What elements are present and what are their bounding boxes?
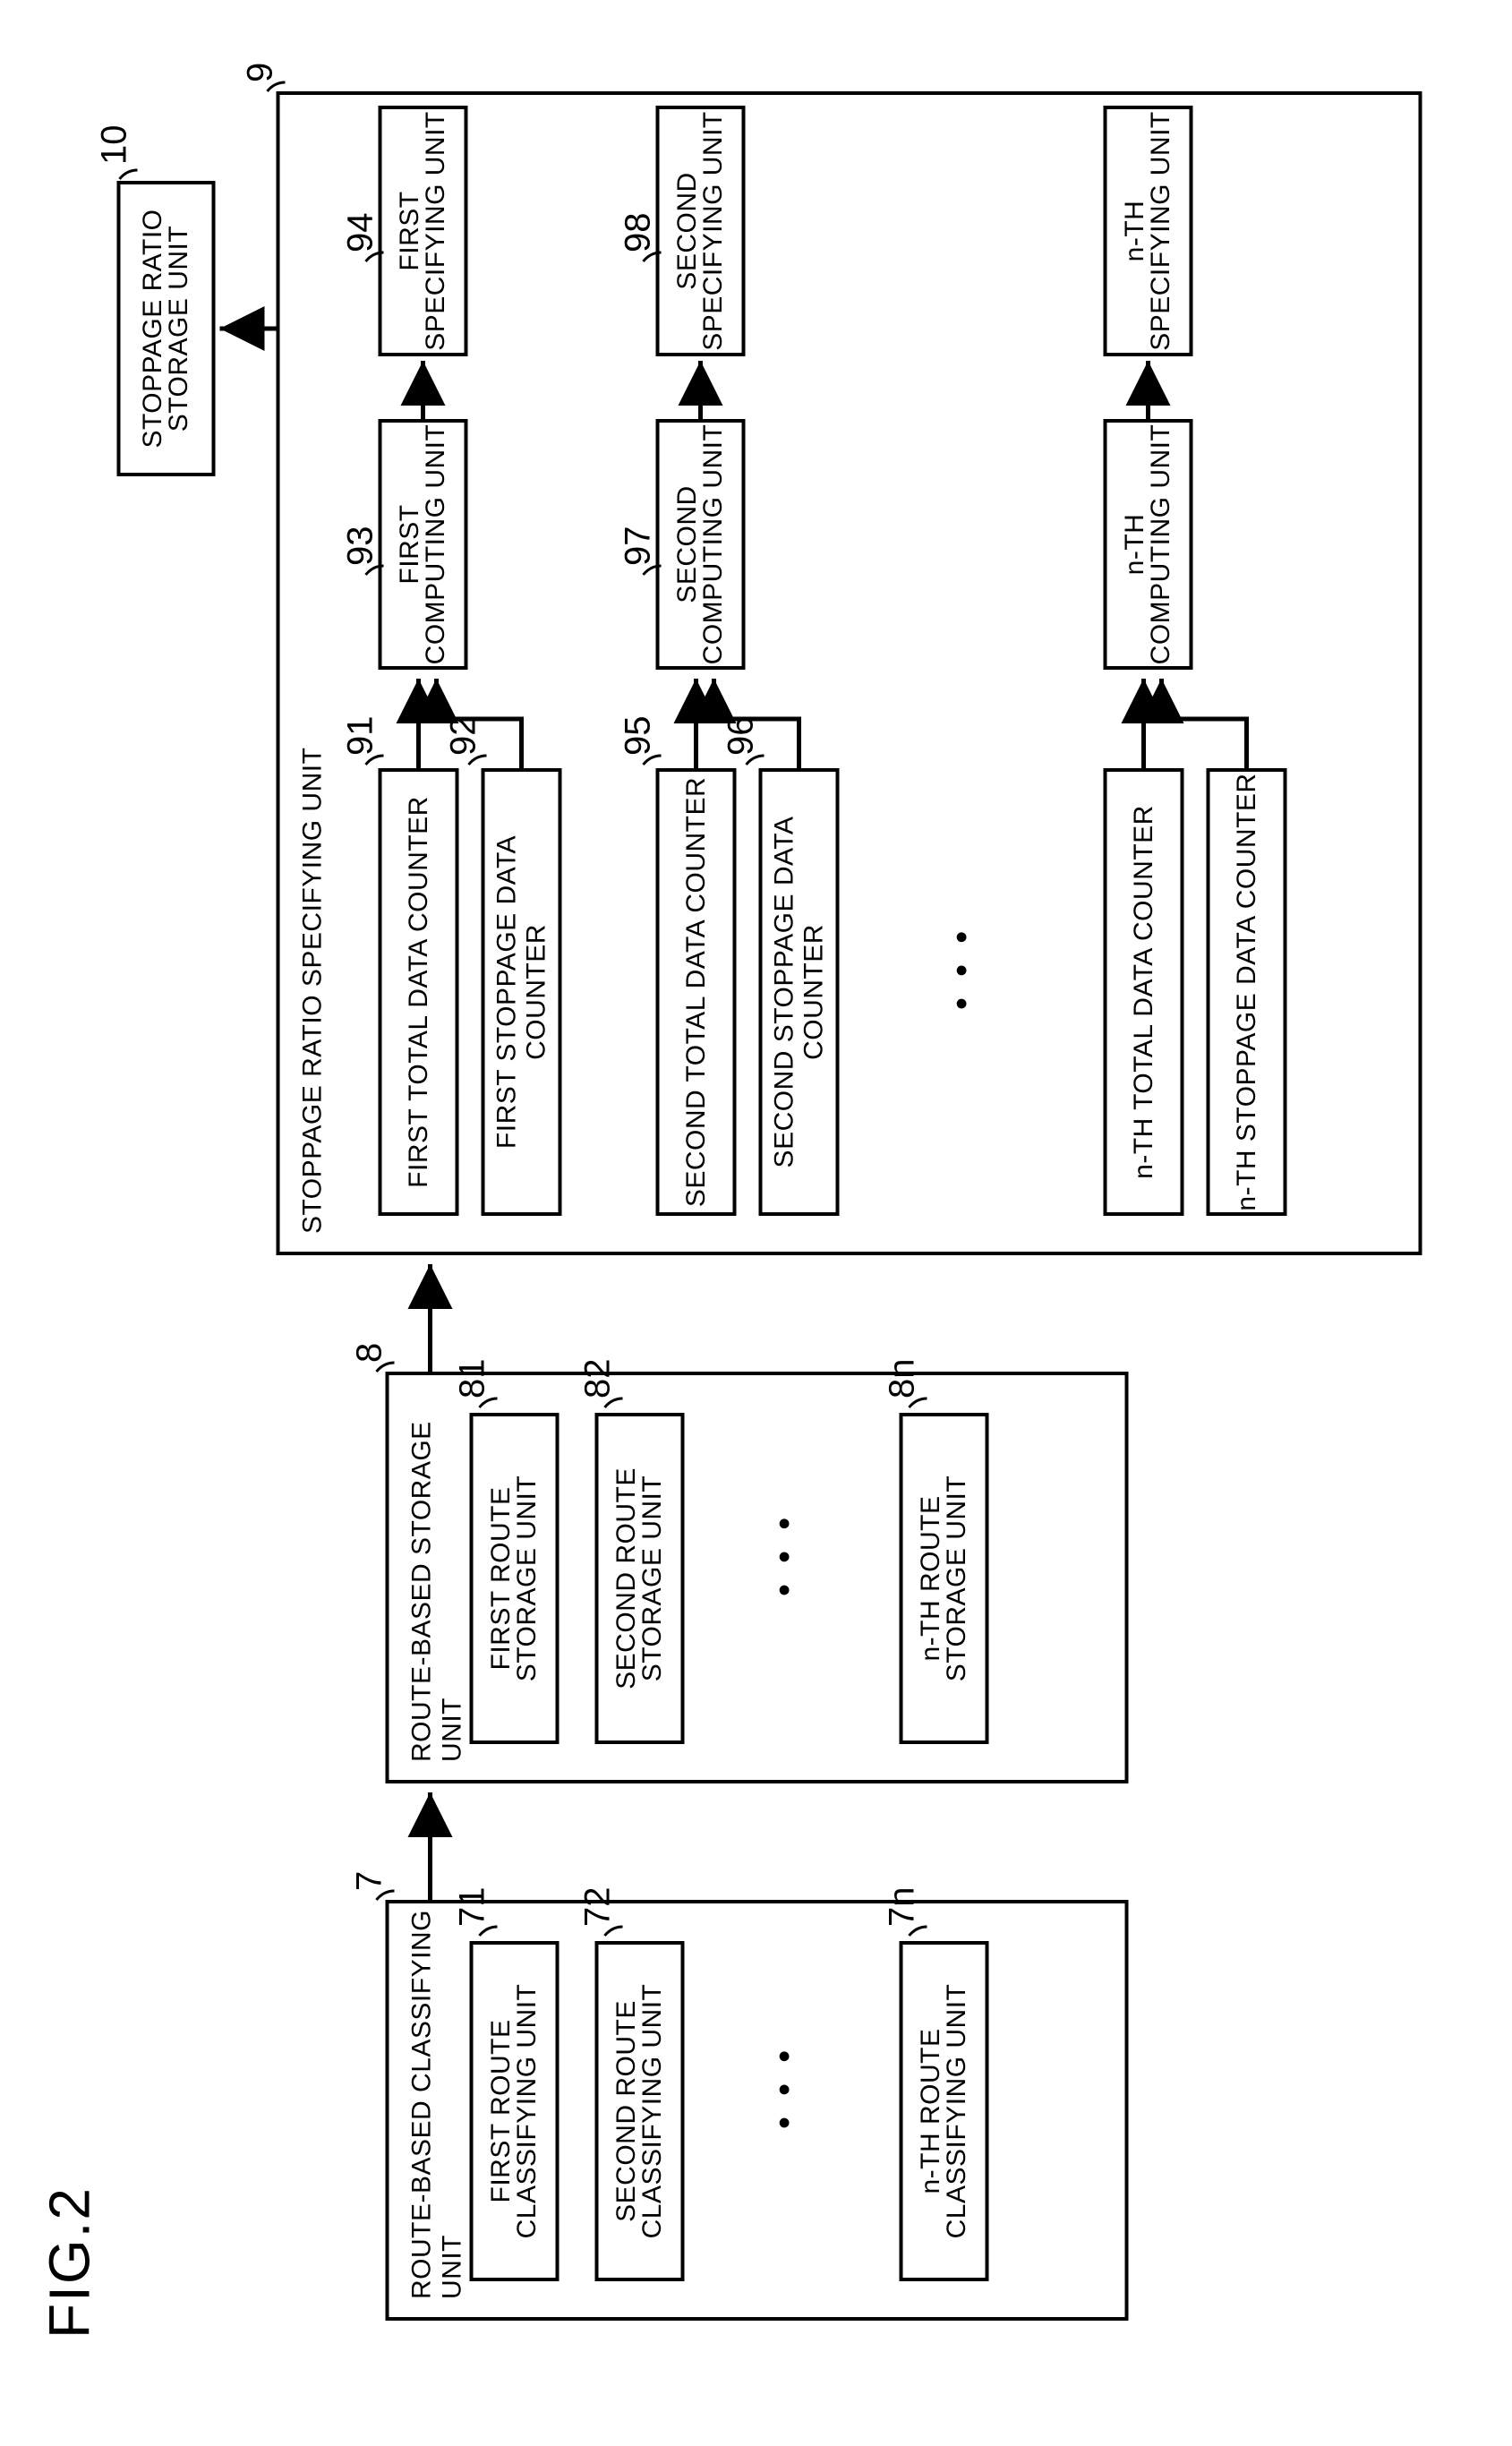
unit-7n-label: n-TH ROUTECLASSIFYING UNIT: [918, 1945, 970, 2278]
unit-98-label: SECONDSPECIFYING UNIT: [675, 109, 726, 353]
ref-8-leader: [376, 1356, 403, 1382]
unit-n-total-box: n-TH TOTAL DATA COUNTER: [1103, 768, 1183, 1216]
unit-91-box: FIRST TOTAL DATA COUNTER: [378, 768, 458, 1216]
unit-91-label: FIRST TOTAL DATA COUNTER: [404, 772, 433, 1212]
unit-71-label: FIRST ROUTECLASSIFYING UNIT: [489, 1945, 540, 2278]
ref-71-leader: [479, 1920, 506, 1946]
unit-n-specify-box: n-THSPECIFYING UNIT: [1103, 106, 1192, 356]
unit-96-label: SECOND STOPPAGE DATA COUNTER: [769, 772, 828, 1212]
ref-91-leader: [365, 748, 392, 775]
ref-10-leader: [119, 163, 146, 190]
unit-8-title: ROUTE-BASED STORAGE UNIT: [406, 1375, 467, 1762]
ref-10: 10: [94, 125, 134, 166]
unit-8-dots: • • •: [765, 1512, 805, 1596]
ref-95-leader: [643, 748, 670, 775]
unit-93-label: FIRSTCOMPUTING UNIT: [397, 423, 448, 666]
unit-9-title: STOPPAGE RATIO SPECIFYING UNIT: [297, 748, 328, 1234]
unit-n-total-label: n-TH TOTAL DATA COUNTER: [1129, 772, 1158, 1212]
unit-n-stoppage-label: n-TH STOPPAGE DATA COUNTER: [1232, 772, 1261, 1212]
ref-9-leader: [267, 75, 294, 102]
unit-97-box: SECONDCOMPUTING UNIT: [655, 419, 745, 670]
ref-7n-leader: [909, 1920, 935, 1946]
unit-94-label: FIRSTSPECIFYING UNIT: [397, 109, 448, 353]
unit-93-box: FIRSTCOMPUTING UNIT: [378, 419, 467, 670]
arrow-8-to-9: [412, 1255, 448, 1372]
row1-comp-to-spec: [409, 347, 445, 419]
unit-92-label: FIRST STOPPAGE DATA COUNTER: [491, 772, 551, 1212]
ref-93-leader: [365, 559, 392, 586]
ref-97-leader: [643, 559, 670, 586]
unit-71-box: FIRST ROUTECLASSIFYING UNIT: [469, 1941, 559, 2281]
unit-97-label: SECONDCOMPUTING UNIT: [675, 423, 726, 666]
ref-82-leader: [604, 1391, 631, 1418]
figure-label: FIG.2: [36, 2186, 102, 2339]
ref-7-leader: [376, 1884, 403, 1911]
ref-94-leader: [365, 245, 392, 272]
unit-95-label: SECOND TOTAL DATA COUNTER: [681, 772, 711, 1212]
unit-95-box: SECOND TOTAL DATA COUNTER: [655, 768, 736, 1216]
ref-72-leader: [604, 1920, 631, 1946]
unit-8n-box: n-TH ROUTESTORAGE UNIT: [899, 1413, 988, 1744]
unit-72-box: SECOND ROUTECLASSIFYING UNIT: [594, 1941, 684, 2281]
unit-7-box: ROUTE-BASED CLASSIFYING UNIT FIRST ROUTE…: [385, 1900, 1128, 2321]
unit-9-dots: • • •: [942, 926, 982, 1010]
unit-81-label: FIRST ROUTESTORAGE UNIT: [489, 1416, 540, 1740]
rown-comp-to-spec: [1134, 347, 1170, 419]
unit-n-specify-label: n-THSPECIFYING UNIT: [1123, 109, 1174, 353]
unit-7n-box: n-TH ROUTECLASSIFYING UNIT: [899, 1941, 988, 2281]
unit-9-box: STOPPAGE RATIO SPECIFYING UNIT FIRST TOT…: [276, 91, 1422, 1255]
unit-7-dots: • • •: [765, 2045, 805, 2129]
ref-8n-leader: [909, 1391, 935, 1418]
unit-n-stoppage-box: n-TH STOPPAGE DATA COUNTER: [1206, 768, 1286, 1216]
row2-comp-to-spec: [687, 347, 722, 419]
unit-8-box: ROUTE-BASED STORAGE UNIT FIRST ROUTESTOR…: [385, 1372, 1128, 1783]
unit-94-box: FIRSTSPECIFYING UNIT: [378, 106, 467, 356]
unit-n-compute-label: n-THCOMPUTING UNIT: [1123, 423, 1174, 666]
ref-98-leader: [643, 245, 670, 272]
unit-82-label: SECOND ROUTESTORAGE UNIT: [614, 1416, 665, 1740]
unit-96-box: SECOND STOPPAGE DATA COUNTER: [758, 768, 839, 1216]
unit-10-label: STOPPAGE RATIOSTORAGE UNIT: [141, 184, 192, 473]
unit-92-box: FIRST STOPPAGE DATA COUNTER: [481, 768, 561, 1216]
arrow-9-to-10: [215, 306, 286, 342]
unit-10-box: STOPPAGE RATIOSTORAGE UNIT: [116, 181, 215, 476]
unit-98-box: SECONDSPECIFYING UNIT: [655, 106, 745, 356]
ref-96-leader: [746, 748, 773, 775]
ref-81-leader: [479, 1391, 506, 1418]
arrow-7-to-8: [412, 1783, 448, 1900]
unit-81-box: FIRST ROUTESTORAGE UNIT: [469, 1413, 559, 1744]
unit-8n-label: n-TH ROUTESTORAGE UNIT: [918, 1416, 970, 1740]
unit-7-title: ROUTE-BASED CLASSIFYING UNIT: [406, 1903, 467, 2299]
rown-counter-arrows: [1121, 661, 1264, 768]
unit-72-label: SECOND ROUTECLASSIFYING UNIT: [614, 1945, 665, 2278]
unit-82-box: SECOND ROUTESTORAGE UNIT: [594, 1413, 684, 1744]
unit-n-compute-box: n-THCOMPUTING UNIT: [1103, 419, 1192, 670]
ref-92-leader: [468, 748, 495, 775]
